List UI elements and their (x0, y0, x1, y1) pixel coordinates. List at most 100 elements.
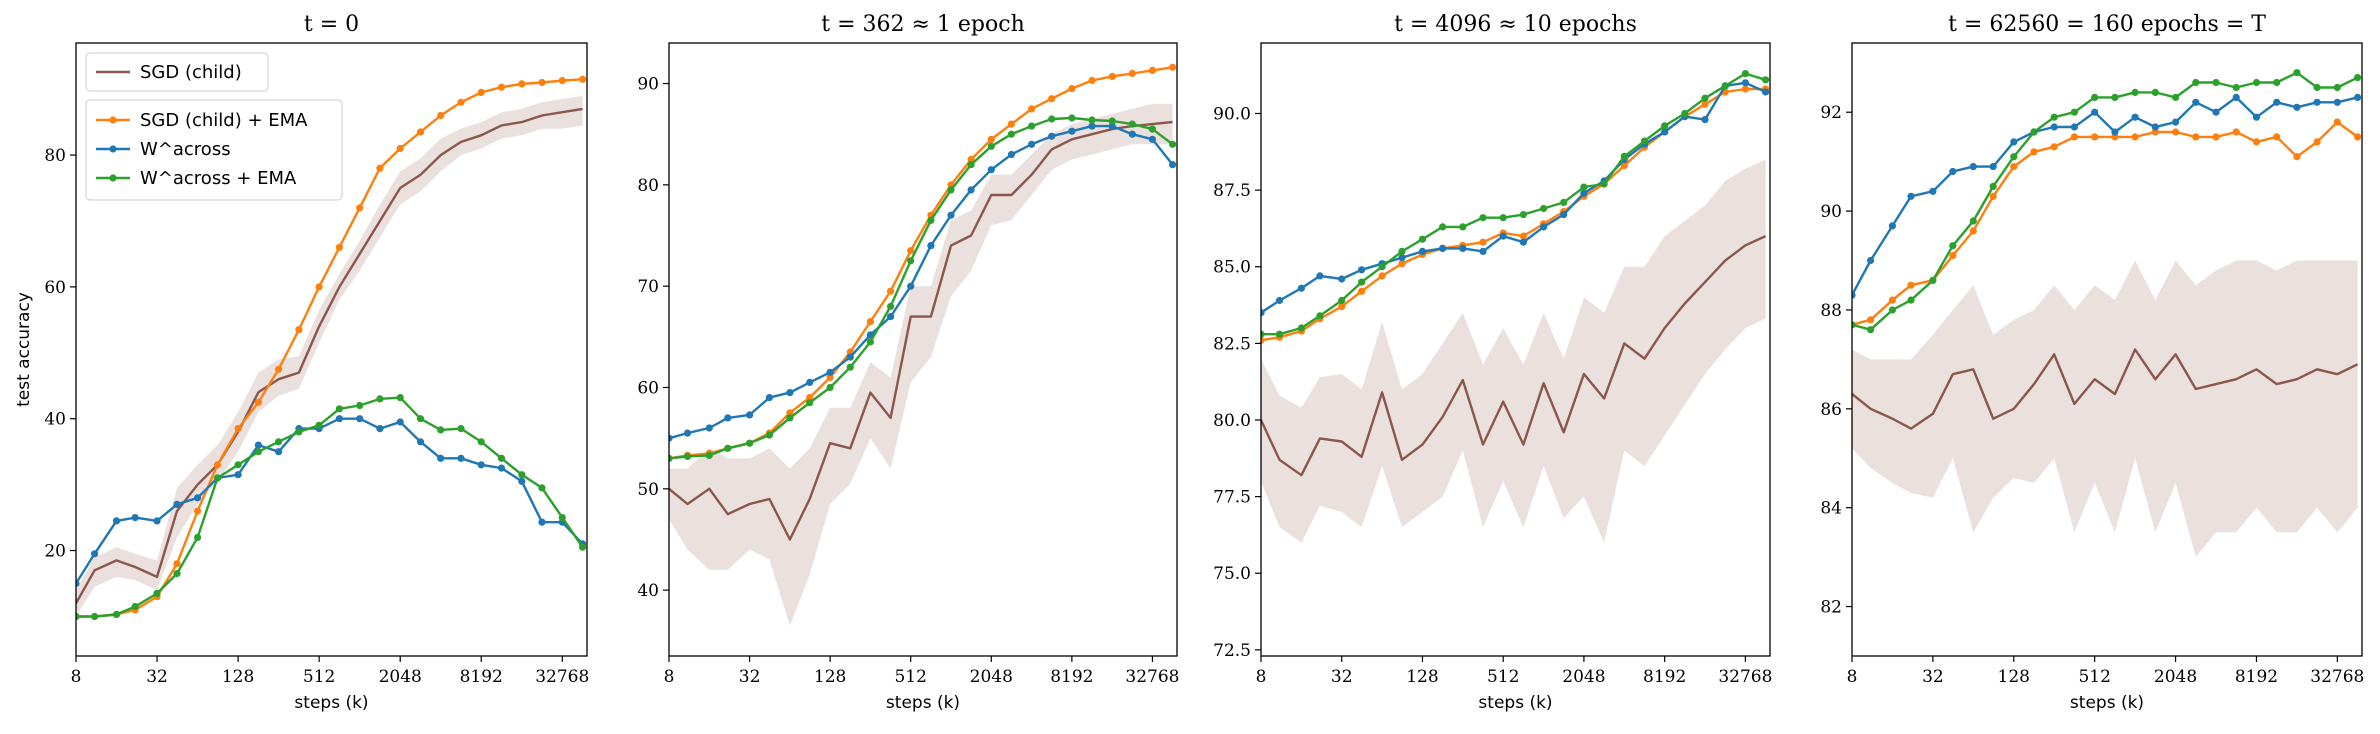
data-point (1479, 214, 1487, 222)
data-point (1969, 227, 1977, 235)
data-point (2091, 93, 2099, 101)
data-point (1439, 244, 1447, 252)
y-tick-label: 50 (637, 480, 659, 500)
data-point (1949, 242, 1957, 250)
data-point (275, 438, 283, 446)
x-axis-label: steps (k) (886, 693, 960, 713)
x-tick-label: 512 (1487, 667, 1519, 687)
data-point (1358, 266, 1366, 274)
data-point (1048, 95, 1056, 103)
data-point (2192, 78, 2200, 87)
data-point (1519, 211, 1527, 219)
x-tick-label: 128 (1406, 667, 1438, 687)
y-axis-label: test accuracy (14, 292, 34, 407)
data-point (786, 414, 794, 422)
data-point (724, 444, 732, 452)
x-tick-label: 8192 (460, 667, 503, 687)
data-point (846, 363, 854, 371)
data-point (1907, 192, 1915, 200)
x-axis-label: steps (k) (2070, 693, 2144, 713)
data-point (1580, 189, 1588, 197)
data-point (1028, 105, 1036, 113)
data-point (2212, 133, 2220, 141)
plot-area (1852, 69, 2362, 558)
data-point (1907, 296, 1915, 304)
data-point (786, 389, 794, 397)
series-line-4 (1261, 72, 1766, 336)
data-point (437, 111, 445, 120)
data-point (1949, 167, 1957, 176)
legend: SGD (child) SGD (child) + EMA W^across W^ac… (85, 52, 343, 201)
data-point (335, 243, 343, 251)
data-point (786, 409, 794, 417)
data-point (1459, 223, 1467, 231)
data-point (2333, 118, 2341, 126)
data-point (1338, 303, 1346, 311)
data-point (457, 454, 465, 462)
data-point (1741, 79, 1749, 87)
data-point (2111, 128, 2119, 136)
data-point (1275, 296, 1284, 305)
data-point (907, 257, 915, 265)
data-point (2010, 138, 2018, 146)
plot-area (1261, 70, 1770, 543)
data-point (91, 612, 99, 621)
x-tick-label: 32768 (1718, 667, 1772, 687)
data-point (1949, 252, 1957, 260)
x-tick-label: 128 (814, 667, 846, 687)
data-point (2313, 83, 2321, 92)
data-point (1028, 140, 1036, 148)
data-point (1088, 116, 1096, 124)
data-point (1929, 276, 1937, 284)
data-point (2030, 148, 2038, 156)
data-point (2091, 108, 2099, 116)
data-point (194, 494, 202, 502)
data-point (2151, 123, 2159, 131)
data-point (1068, 114, 1076, 122)
data-point (1741, 70, 1749, 78)
axes-frame (75, 42, 588, 657)
data-point (356, 204, 364, 212)
y-tick-label: 84 (1820, 499, 1842, 519)
data-point (1338, 296, 1346, 305)
data-point (131, 603, 139, 611)
data-point (275, 448, 283, 456)
data-point (2333, 98, 2341, 106)
data-point (669, 454, 673, 462)
x-tick-label: 8 (1256, 667, 1267, 687)
data-point (497, 83, 506, 91)
data-point (234, 471, 242, 479)
axes-frame (1260, 42, 1771, 657)
data-point (1418, 247, 1427, 255)
data-point (2354, 133, 2362, 141)
data-point (1701, 116, 1709, 124)
series-line-3 (669, 124, 1174, 440)
data-point (1128, 120, 1136, 128)
data-point (579, 543, 587, 551)
data-point (967, 155, 975, 164)
data-point (1661, 122, 1669, 130)
axes-frame (668, 42, 1178, 657)
data-point (1741, 85, 1749, 93)
data-point (1148, 135, 1156, 143)
chart-panel-3: 8 32 128 512 2048 8192 32768 72.5 75.0 77.5 80.0 82… (1213, 12, 1772, 713)
data-point (1007, 150, 1016, 159)
x-tick-label: 512 (2078, 667, 2110, 687)
data-point (1297, 284, 1305, 292)
data-point (91, 550, 99, 558)
data-point (213, 474, 222, 482)
chart-panel-2: 8 32 128 512 2048 8192 32768 40 50 60 70 80 90 t = 36… (637, 12, 1179, 713)
data-point (2010, 153, 2018, 161)
series-band-1 (1852, 260, 2358, 558)
data-point (2333, 83, 2341, 92)
data-point (1048, 132, 1056, 140)
data-point (866, 318, 875, 326)
legend-label: W^across + EMA (140, 168, 297, 189)
x-tick-label: 512 (303, 667, 335, 687)
data-point (437, 454, 445, 462)
x-tick-label: 32768 (2310, 667, 2364, 687)
data-point (2050, 123, 2058, 131)
data-point (457, 425, 465, 433)
data-point (2273, 98, 2281, 106)
data-point (1169, 140, 1177, 148)
